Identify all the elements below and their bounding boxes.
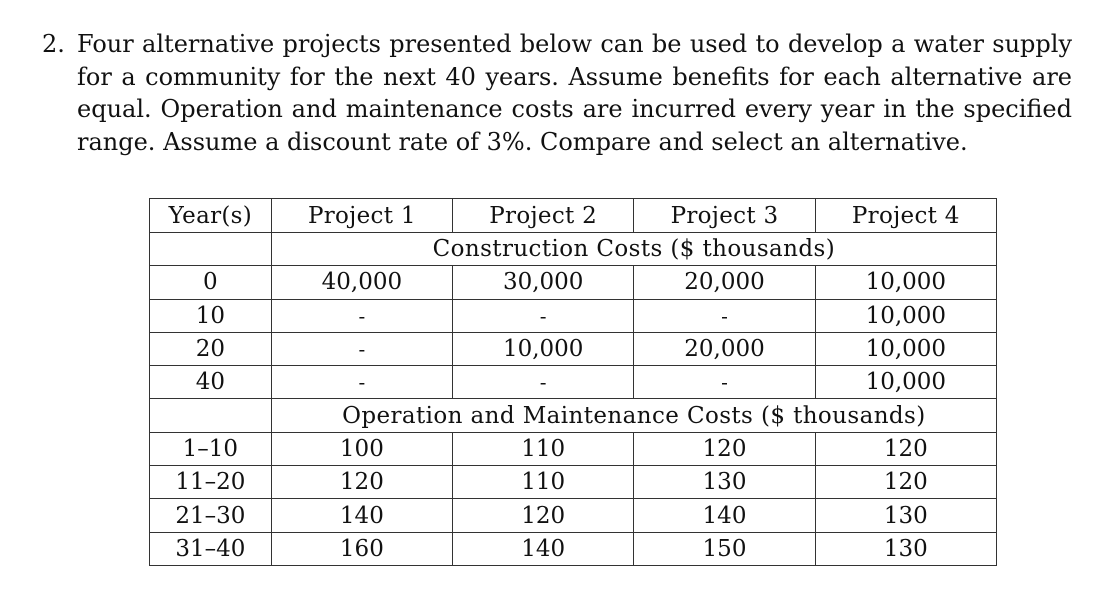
- table-cell: -: [270, 298, 454, 333]
- table-header-row: Year(s) Project 1 Project 2 Project 3 Pr…: [149, 198, 998, 233]
- table-cell: 120: [814, 431, 998, 467]
- table-cell: 160: [270, 531, 454, 566]
- section-spacer: [149, 231, 272, 267]
- table-cell: 110: [452, 431, 635, 467]
- table-cell: 40: [149, 365, 272, 400]
- table-cell: 150: [633, 531, 816, 566]
- table-cell: 10,000: [814, 365, 998, 400]
- table-cell: 130: [814, 498, 998, 533]
- header-project-2: Project 2: [452, 198, 635, 233]
- table-cell: 120: [270, 465, 454, 500]
- table-cell: -: [633, 365, 816, 400]
- table-cell: 20,000: [633, 265, 816, 300]
- table-cell: 10: [149, 298, 272, 333]
- table-cell: 10,000: [814, 265, 998, 300]
- problem-statement: 2. Four alternative projects presented b…: [42, 28, 1072, 158]
- header-project-3: Project 3: [633, 198, 816, 233]
- table-cell: 30,000: [452, 265, 635, 300]
- table-cell: 40,000: [270, 265, 454, 300]
- table-cell: 21–30: [149, 498, 272, 533]
- header-project-1: Project 1: [270, 198, 454, 233]
- table-cell: 140: [452, 531, 635, 566]
- table-row: 40 - - - 10,000: [149, 365, 998, 400]
- construction-section-title: Construction Costs ($ thousands): [270, 231, 998, 267]
- om-section-title: Operation and Maintenance Costs ($ thous…: [270, 398, 998, 433]
- table-cell: -: [270, 331, 454, 367]
- table-cell: -: [452, 298, 635, 333]
- table-row: 1–10 100 110 120 120: [149, 431, 998, 467]
- table-cell: 130: [814, 531, 998, 566]
- table-cell: 10,000: [814, 298, 998, 333]
- section-spacer: [149, 398, 272, 433]
- table-cell: 120: [814, 465, 998, 500]
- problem-text: Four alternative projects presented belo…: [77, 30, 1072, 156]
- cost-table: Year(s) Project 1 Project 2 Project 3 Pr…: [149, 198, 998, 566]
- table-cell: -: [633, 298, 816, 333]
- table-cell: 10,000: [814, 331, 998, 367]
- table-cell: -: [270, 365, 454, 400]
- table-row: 11–20 120 110 130 120: [149, 465, 998, 500]
- table-cell: -: [452, 365, 635, 400]
- table-cell: 20,000: [633, 331, 816, 367]
- table-cell: 110: [452, 465, 635, 500]
- table-cell: 1–10: [149, 431, 272, 467]
- table-row: 0 40,000 30,000 20,000 10,000: [149, 265, 998, 300]
- table-row: 10 - - - 10,000: [149, 298, 998, 333]
- table-cell: 20: [149, 331, 272, 367]
- table-cell: 130: [633, 465, 816, 500]
- table-cell: 140: [633, 498, 816, 533]
- table-cell: 120: [633, 431, 816, 467]
- header-project-4: Project 4: [814, 198, 998, 233]
- table-row: 21–30 140 120 140 130: [149, 498, 998, 533]
- header-years: Year(s): [149, 198, 272, 233]
- table-cell: 0: [149, 265, 272, 300]
- problem-number: 2.: [42, 30, 65, 58]
- table-cell: 31–40: [149, 531, 272, 566]
- construction-section-row: Construction Costs ($ thousands): [149, 231, 998, 267]
- table-row: 20 - 10,000 20,000 10,000: [149, 331, 998, 367]
- om-section-row: Operation and Maintenance Costs ($ thous…: [149, 398, 998, 433]
- table-cell: 10,000: [452, 331, 635, 367]
- table-row: 31–40 160 140 150 130: [149, 531, 998, 566]
- table-cell: 140: [270, 498, 454, 533]
- table-cell: 11–20: [149, 465, 272, 500]
- table-cell: 100: [270, 431, 454, 467]
- table-cell: 120: [452, 498, 635, 533]
